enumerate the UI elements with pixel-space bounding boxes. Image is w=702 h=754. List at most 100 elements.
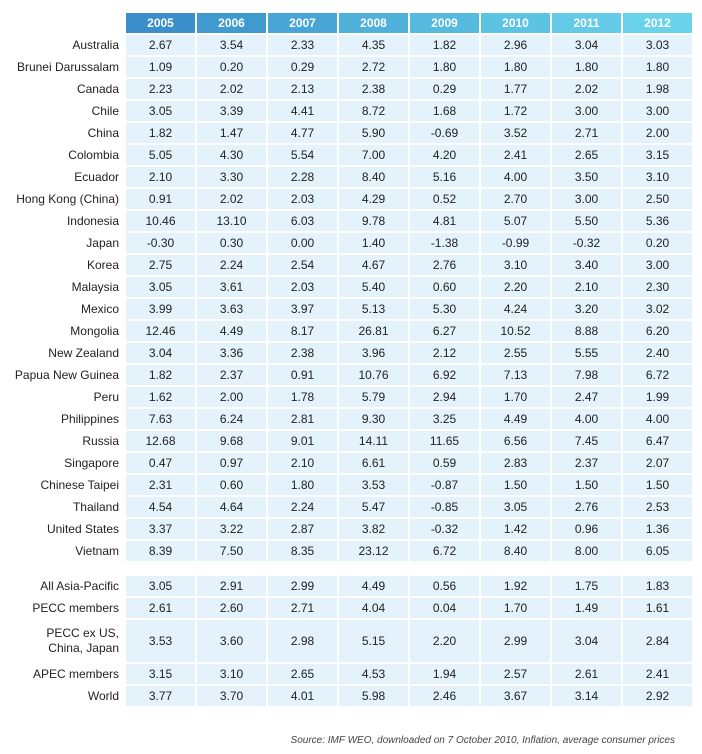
value-cell-2007: 4.01 [268,686,337,706]
value-cell-2010: 1.72 [481,101,550,121]
value-cell-2011: 7.98 [552,365,621,385]
value-cell-2006: 0.97 [197,453,266,473]
value-cell-2009: 1.82 [410,35,479,55]
value-cell-2006: 4.64 [197,497,266,517]
value-cell-2007: 2.65 [268,664,337,684]
value-cell-2005: 2.61 [126,598,195,618]
table-row-singapore: Singapore 0.47 0.97 2.10 6.61 0.59 2.83 2.37 2.0… [0,453,702,473]
value-cell-2012: 2.30 [623,277,692,297]
value-cell-2011: 2.37 [552,453,621,473]
value-cell-2008: 2.72 [339,57,408,77]
value-cell-2010: 1.70 [481,387,550,407]
value-cell-2009: 4.20 [410,145,479,165]
value-cell-2011: 5.55 [552,343,621,363]
table-row-mexico: Mexico 3.99 3.63 3.97 5.13 5.30 4.24 3.20 3.02 [0,299,702,319]
value-cell-2007: 3.97 [268,299,337,319]
table-row-chile: Chile 3.05 3.39 4.41 8.72 1.68 1.72 3.00 3.00 [0,101,702,121]
value-cell-2007: 2.24 [268,497,337,517]
value-cell-2011: 5.50 [552,211,621,231]
value-cell-2006: 3.30 [197,167,266,187]
table-row-thailand: Thailand 4.54 4.64 2.24 5.47 -0.85 3.05 2.76 2.5… [0,497,702,517]
value-cell-2011: 1.50 [552,475,621,495]
value-cell-2008: 4.29 [339,189,408,209]
value-cell-2012: 6.72 [623,365,692,385]
year-header-2006: 2006 [197,13,266,33]
value-cell-2008: 5.15 [339,620,408,662]
value-cell-2006: 6.24 [197,409,266,429]
value-cell-2007: 6.03 [268,211,337,231]
row-label: Ecuador [74,169,119,184]
value-cell-2011: 3.04 [552,620,621,662]
value-cell-2010: 4.24 [481,299,550,319]
value-cell-2006: 7.50 [197,541,266,561]
value-cell-2012: 6.20 [623,321,692,341]
value-cell-2009: 1.80 [410,57,479,77]
value-cell-2008: 1.40 [339,233,408,253]
row-label: Russia [82,433,119,448]
year-header-2009: 2009 [410,13,479,33]
value-cell-2005: 12.46 [126,321,195,341]
value-cell-2005: 2.75 [126,255,195,275]
value-cell-2006: 0.60 [197,475,266,495]
row-label: World [87,688,119,703]
value-cell-2012: 3.10 [623,167,692,187]
year-header-cells: 2005 2006 2007 2008 2009 2010 2011 2012 [124,13,692,33]
value-cell-2009: 0.29 [410,79,479,99]
year-header-2012: 2012 [623,13,692,33]
row-label: Chile [91,103,119,118]
value-cell-2006: 1.47 [197,123,266,143]
value-cell-2010: 4.49 [481,409,550,429]
table-row-china: China 1.82 1.47 4.77 5.90 -0.69 3.52 2.71 2.00 [0,123,702,143]
value-cell-2005: 3.15 [126,664,195,684]
value-cell-2012: 3.02 [623,299,692,319]
value-cell-2009: 0.60 [410,277,479,297]
table-row-canada: Canada 2.23 2.02 2.13 2.38 0.29 1.77 2.02 1.98 [0,79,702,99]
value-cell-2005: 3.37 [126,519,195,539]
table-row-new-zealand: New Zealand 3.04 3.36 2.38 3.96 2.12 2.55 5.55 2… [0,343,702,363]
value-cell-2008: 5.90 [339,123,408,143]
row-label: Australia [72,37,119,52]
table-row-vietnam: Vietnam 8.39 7.50 8.35 23.12 6.72 8.40 8.00 6.05 [0,541,702,561]
table-row-hong-kong-china: Hong Kong (China) 0.91 2.02 2.03 4.29 0.52 2.7… [0,189,702,209]
value-cell-2006: 4.49 [197,321,266,341]
value-cell-2007: 0.91 [268,365,337,385]
value-cell-2012: 5.36 [623,211,692,231]
value-cell-2012: 6.47 [623,431,692,451]
value-cell-2011: 2.61 [552,664,621,684]
table-row-australia: Australia 2.67 3.54 2.33 4.35 1.82 2.96 3.04 3.0… [0,35,702,55]
value-cell-2012: 1.99 [623,387,692,407]
value-cell-2009: 0.59 [410,453,479,473]
value-cell-2011: 3.14 [552,686,621,706]
value-cell-2012: 1.98 [623,79,692,99]
value-cell-2012: 3.03 [623,35,692,55]
value-cell-2009: 5.30 [410,299,479,319]
value-cell-2012: 2.40 [623,343,692,363]
value-cell-2012: 1.61 [623,598,692,618]
value-cell-2012: 4.00 [623,409,692,429]
value-cell-2005: 3.99 [126,299,195,319]
value-cell-2007: 2.81 [268,409,337,429]
value-cell-2011: 2.10 [552,277,621,297]
value-cell-2010: 8.40 [481,541,550,561]
value-cell-2005: 2.67 [126,35,195,55]
value-cell-2012: 2.41 [623,664,692,684]
table-row-pecc-members: PECC members 2.61 2.60 2.71 4.04 0.04 1.70 1.49… [0,598,702,618]
value-cell-2007: 8.35 [268,541,337,561]
value-cell-2011: 3.00 [552,189,621,209]
value-cell-2005: 2.23 [126,79,195,99]
value-cell-2011: 1.49 [552,598,621,618]
value-cell-2008: 4.04 [339,598,408,618]
value-cell-2012: 2.53 [623,497,692,517]
table-row-peru: Peru 1.62 2.00 1.78 5.79 2.94 1.70 2.47 1.99 [0,387,702,407]
table-row-ecuador: Ecuador 2.10 3.30 2.28 8.40 5.16 4.00 3.50 3.10 [0,167,702,187]
value-cell-2007: 2.87 [268,519,337,539]
value-cell-2006: 3.39 [197,101,266,121]
value-cell-2008: 4.53 [339,664,408,684]
value-cell-2005: 5.05 [126,145,195,165]
value-cell-2008: 26.81 [339,321,408,341]
value-cell-2008: 5.13 [339,299,408,319]
value-cell-2007: 2.54 [268,255,337,275]
value-cell-2006: 13.10 [197,211,266,231]
value-cell-2007: 2.03 [268,189,337,209]
value-cell-2009: 5.16 [410,167,479,187]
